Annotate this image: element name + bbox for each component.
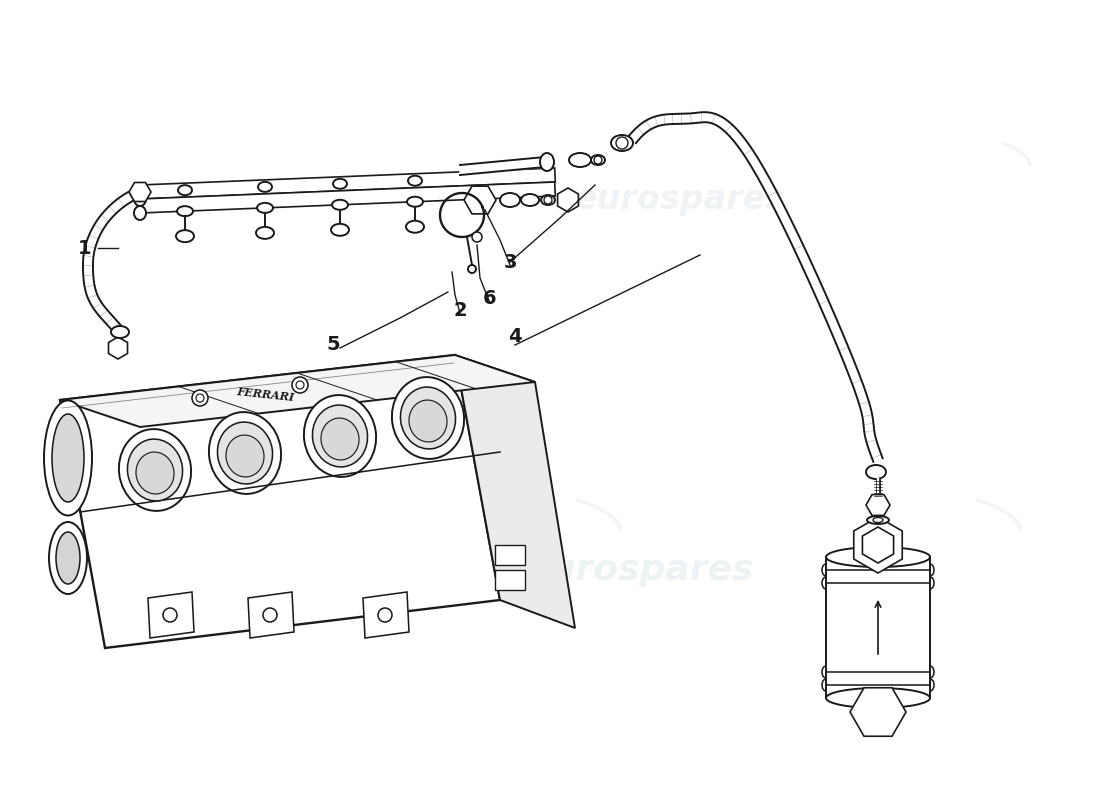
Ellipse shape	[333, 179, 346, 189]
Polygon shape	[140, 168, 556, 199]
Polygon shape	[850, 688, 906, 736]
Polygon shape	[109, 337, 128, 359]
Ellipse shape	[321, 418, 359, 460]
Ellipse shape	[128, 439, 183, 501]
Text: eurospares: eurospares	[574, 183, 785, 217]
Circle shape	[594, 156, 602, 164]
Ellipse shape	[591, 155, 605, 165]
Polygon shape	[363, 592, 409, 638]
Bar	[495, 545, 525, 565]
Ellipse shape	[134, 206, 146, 220]
Ellipse shape	[56, 532, 80, 584]
Circle shape	[163, 608, 177, 622]
Ellipse shape	[610, 135, 632, 151]
Text: 6: 6	[483, 290, 497, 309]
Ellipse shape	[409, 400, 447, 442]
Polygon shape	[148, 592, 194, 638]
Text: eurospares: eurospares	[121, 553, 350, 587]
Ellipse shape	[408, 176, 422, 186]
Ellipse shape	[119, 429, 191, 511]
Circle shape	[296, 381, 304, 389]
Polygon shape	[464, 186, 496, 214]
Text: 3: 3	[504, 253, 517, 271]
Polygon shape	[82, 187, 142, 333]
Circle shape	[378, 608, 392, 622]
Ellipse shape	[226, 435, 264, 477]
Polygon shape	[248, 592, 294, 638]
Ellipse shape	[176, 230, 194, 242]
Ellipse shape	[178, 185, 192, 195]
Ellipse shape	[52, 414, 84, 502]
Text: 4: 4	[508, 327, 521, 346]
Circle shape	[472, 232, 482, 242]
Circle shape	[292, 377, 308, 393]
Text: eurospares: eurospares	[526, 553, 755, 587]
Polygon shape	[866, 494, 890, 515]
Ellipse shape	[866, 465, 886, 479]
Ellipse shape	[111, 326, 129, 338]
Circle shape	[468, 265, 476, 273]
Ellipse shape	[541, 195, 556, 205]
Ellipse shape	[331, 224, 349, 236]
Ellipse shape	[44, 401, 92, 515]
Polygon shape	[455, 355, 575, 628]
Ellipse shape	[400, 387, 455, 449]
Bar	[826, 557, 930, 698]
Circle shape	[544, 196, 552, 204]
Polygon shape	[862, 527, 893, 563]
Circle shape	[616, 137, 628, 149]
Text: 1: 1	[78, 238, 91, 258]
Polygon shape	[460, 157, 544, 175]
Polygon shape	[628, 112, 882, 462]
Ellipse shape	[569, 153, 591, 167]
Ellipse shape	[134, 192, 146, 206]
Ellipse shape	[873, 518, 883, 522]
Ellipse shape	[312, 405, 367, 467]
Ellipse shape	[332, 200, 348, 210]
Ellipse shape	[826, 547, 930, 567]
Ellipse shape	[500, 193, 520, 207]
Ellipse shape	[521, 194, 539, 206]
Ellipse shape	[540, 153, 554, 171]
Polygon shape	[558, 188, 579, 212]
Ellipse shape	[257, 203, 273, 213]
Ellipse shape	[218, 422, 273, 484]
Ellipse shape	[136, 452, 174, 494]
Text: FERRARI: FERRARI	[235, 386, 295, 403]
Bar	[495, 570, 525, 590]
Polygon shape	[140, 182, 556, 213]
Polygon shape	[854, 517, 902, 573]
Polygon shape	[60, 355, 500, 648]
Ellipse shape	[826, 688, 930, 708]
Polygon shape	[129, 182, 151, 202]
Circle shape	[196, 394, 204, 402]
Ellipse shape	[407, 197, 424, 206]
Ellipse shape	[177, 206, 192, 216]
Circle shape	[192, 390, 208, 406]
Ellipse shape	[867, 516, 889, 524]
Ellipse shape	[258, 182, 272, 192]
Text: 5: 5	[327, 334, 340, 354]
Ellipse shape	[392, 377, 464, 459]
Ellipse shape	[256, 227, 274, 239]
Ellipse shape	[50, 522, 87, 594]
Ellipse shape	[304, 395, 376, 477]
Circle shape	[263, 608, 277, 622]
Ellipse shape	[209, 412, 282, 494]
Ellipse shape	[406, 221, 424, 233]
Text: 2: 2	[453, 301, 466, 319]
Polygon shape	[60, 355, 535, 427]
